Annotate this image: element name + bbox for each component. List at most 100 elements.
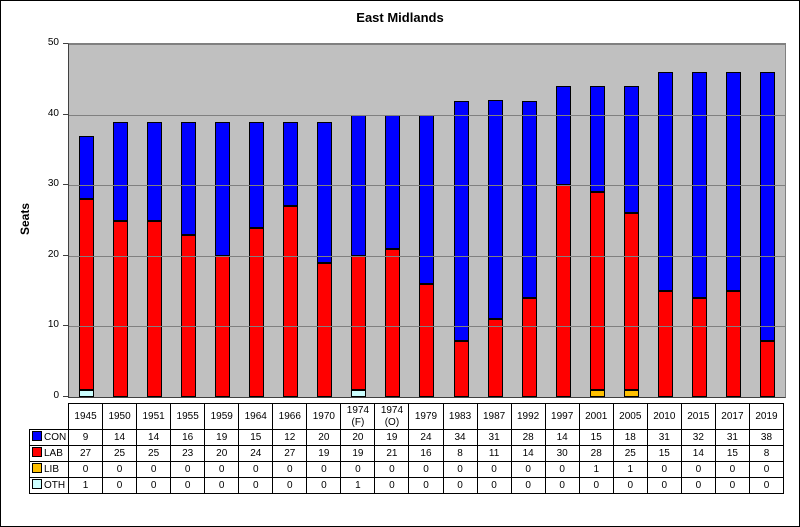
- y-tick-label: 10: [47, 319, 59, 331]
- value-cell: 19: [306, 445, 342, 462]
- bar-segment-lab: [692, 298, 708, 397]
- value-cell: 14: [136, 429, 172, 446]
- bar-segment-con: [385, 114, 401, 249]
- bar-segment-lab: [249, 227, 265, 397]
- bar-segment-lab: [78, 199, 94, 390]
- bar-segment-lab: [453, 340, 469, 397]
- bar-segment-lab: [658, 291, 674, 397]
- value-cell: 25: [136, 445, 172, 462]
- bar-segment-con: [487, 100, 503, 320]
- value-cell: 0: [272, 461, 308, 478]
- y-tick-mark: [63, 184, 68, 186]
- year-cell: 2005: [612, 403, 648, 430]
- bar-1950: [103, 44, 137, 397]
- year-cell: 2019: [748, 403, 785, 430]
- gridline: [69, 326, 785, 328]
- value-cell: 0: [374, 477, 410, 494]
- bar-segment-lab: [589, 192, 605, 390]
- bar-segment-con: [555, 86, 571, 186]
- bar-segment-lab: [351, 255, 367, 390]
- bar-1970: [308, 44, 342, 397]
- year-cell: 2015: [680, 403, 716, 430]
- legend-swatch-icon: [32, 463, 42, 474]
- data-table: 1945 1950 1951 1955 1959 1964 1966 1970 1974 (F)…: [29, 403, 785, 494]
- value-cell: 0: [374, 461, 410, 478]
- bar-segment-con: [760, 72, 776, 341]
- y-tick-label: 20: [47, 248, 59, 260]
- value-cell: 9: [67, 429, 104, 446]
- legend-swatch-icon: [32, 447, 42, 458]
- value-cell: 0: [680, 477, 716, 494]
- value-cell: 0: [442, 477, 478, 494]
- value-cell: 0: [680, 461, 716, 478]
- table-row-con: CON 9 14 14 16 19 15 12 20 20 19 24 34 31 28 14 15 18 31 32…: [29, 429, 785, 446]
- bar-segment-con: [521, 100, 537, 299]
- value-cell: 25: [102, 445, 138, 462]
- value-cell: 27: [272, 445, 308, 462]
- value-cell: 0: [714, 461, 750, 478]
- chart-title: East Midlands: [356, 10, 444, 25]
- year-cell: 1959: [204, 403, 240, 430]
- value-cell: 16: [408, 445, 444, 462]
- bar-1983: [444, 44, 478, 397]
- value-cell: 20: [306, 429, 342, 446]
- value-cell: 11: [476, 445, 512, 462]
- bar-2010: [649, 44, 683, 397]
- value-cell: 15: [238, 429, 274, 446]
- bar-segment-con: [658, 72, 674, 292]
- plot-area: [68, 43, 786, 398]
- year-cell: 1950: [102, 403, 138, 430]
- y-tick-label: 40: [47, 107, 59, 119]
- value-cell: 0: [408, 461, 444, 478]
- value-cell: 30: [544, 445, 580, 462]
- gridline: [69, 255, 785, 257]
- table-row-oth: OTH 1 0 0 0 0 0 0 0 1 0 0 0 0 0 0 0 0 0 0 0 0: [29, 477, 785, 494]
- y-tick-mark: [63, 113, 68, 115]
- legend-cell-con: CON: [29, 429, 69, 446]
- value-cell: 0: [102, 477, 138, 494]
- value-cell: 0: [272, 477, 308, 494]
- y-tick-mark: [63, 325, 68, 327]
- value-cell: 0: [170, 477, 206, 494]
- value-cell: 38: [748, 429, 785, 446]
- bar-segment-oth: [78, 389, 94, 397]
- value-cell: 28: [510, 429, 546, 446]
- bar-2001: [580, 44, 614, 397]
- value-cell: 14: [102, 429, 138, 446]
- bar-segment-lab: [726, 291, 742, 397]
- value-cell: 19: [374, 429, 410, 446]
- year-cell: 1983: [442, 403, 478, 430]
- value-cell: 0: [748, 477, 785, 494]
- value-cell: 16: [170, 429, 206, 446]
- value-cell: 23: [170, 445, 206, 462]
- value-cell: 0: [67, 461, 104, 478]
- bar-1992: [512, 44, 546, 397]
- table-row-lab: LAB 27 25 25 23 20 24 27 19 19 21 16 8 11 14 30 28 25 15 14…: [29, 445, 785, 462]
- bar-segment-con: [146, 121, 162, 221]
- bar-segment-lib: [589, 389, 605, 397]
- value-cell: 20: [340, 429, 376, 446]
- value-cell: 20: [204, 445, 240, 462]
- legend-label: LIB: [44, 464, 60, 476]
- value-cell: 14: [544, 429, 580, 446]
- bar-segment-lab: [146, 220, 162, 397]
- year-cell: 1970: [306, 403, 342, 430]
- bar-segment-con: [214, 121, 230, 256]
- gridline: [69, 114, 785, 116]
- value-cell: 0: [238, 477, 274, 494]
- legend-label: LAB: [44, 448, 63, 460]
- bar-segment-lab: [317, 262, 333, 397]
- gridline: [69, 44, 785, 45]
- year-cell: 2010: [646, 403, 682, 430]
- y-tick-mark: [63, 43, 68, 44]
- bar-segment-con: [453, 100, 469, 341]
- y-tick-label: 50: [47, 37, 59, 48]
- bar-segment-lab: [283, 206, 299, 397]
- bar-1964: [239, 44, 273, 397]
- legend-cell-lib: LIB: [29, 461, 69, 478]
- bar-segment-con: [624, 86, 640, 214]
- bar-segment-con: [589, 86, 605, 193]
- year-cell: 1955: [170, 403, 206, 430]
- bar-segment-con: [78, 135, 94, 200]
- bar-2017: [717, 44, 751, 397]
